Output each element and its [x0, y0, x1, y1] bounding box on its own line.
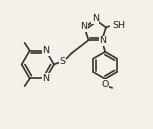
- Text: N: N: [80, 22, 87, 31]
- Text: N: N: [99, 36, 106, 45]
- Text: SH: SH: [112, 21, 125, 30]
- Text: N: N: [42, 74, 49, 83]
- Text: S: S: [59, 57, 65, 66]
- Text: O: O: [101, 80, 109, 89]
- Text: N: N: [92, 14, 99, 23]
- Text: N: N: [42, 46, 49, 55]
